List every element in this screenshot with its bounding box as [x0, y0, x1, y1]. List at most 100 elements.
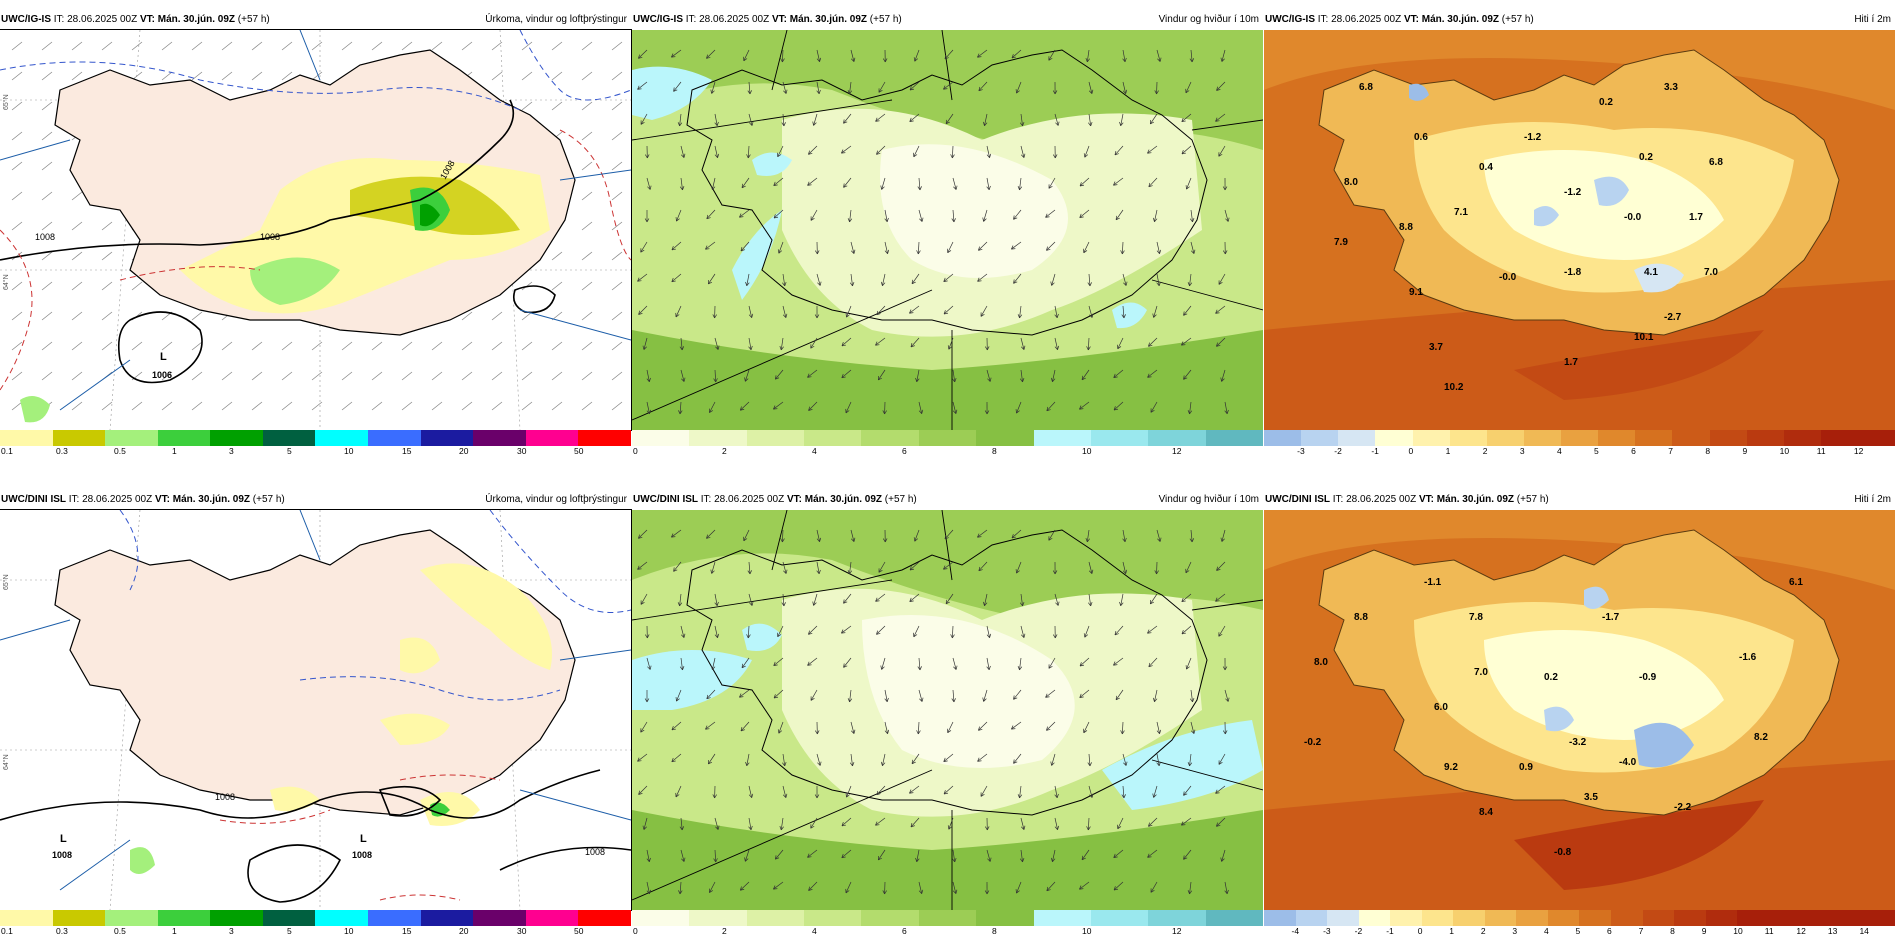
wind-arrow-head	[808, 889, 813, 891]
wind-arrow-head	[773, 664, 778, 666]
temp-map[interactable]: 6.8 0.6 -1.2 0.2 3.3 0.2 6.8 8.0 0.4 7.1 -1.2 -0.0 1…	[1264, 30, 1895, 430]
wind-arrow	[846, 305, 852, 318]
wind-arrow-head	[1187, 410, 1190, 415]
wind-arrow-head	[875, 600, 880, 602]
temp-map[interactable]: -1.1 6.1 8.8 7.8 -1.7 8.0 -1.6 7.0 0.2 -0.9 6.0 -0.…	[1264, 510, 1895, 910]
wind-arrow-head	[913, 57, 916, 62]
wind-arrow-head	[977, 536, 982, 538]
wind-arrow	[714, 817, 719, 830]
wind-arrow-head	[743, 538, 748, 542]
wind-barb	[341, 401, 353, 411]
wind-arrow	[850, 529, 855, 542]
legend-tick: 7	[1638, 926, 1644, 936]
wind-arrow-head	[943, 565, 946, 570]
model-name: UWC/IG-IS	[633, 14, 683, 25]
precip-legend-ticks: 0.1 0.3 0.5 1 3 5 10 15 20 30 50	[0, 446, 631, 456]
wind-arrow-head	[1079, 696, 1084, 698]
wind-arrow	[706, 529, 716, 539]
isobar-label: 1008	[352, 850, 372, 860]
wind-arrow-head	[1218, 633, 1223, 637]
wind-arrow-head	[810, 218, 815, 221]
wind-arrow	[917, 721, 920, 734]
wind-arrow	[1081, 369, 1090, 381]
wind-arrow	[816, 753, 821, 766]
wind-arrow	[1215, 593, 1226, 602]
wind-arrow-head	[671, 280, 676, 283]
wind-arrow	[841, 337, 852, 347]
wind-arrow	[884, 721, 888, 734]
wind-barb	[401, 401, 413, 411]
wind-arrow-head	[880, 665, 882, 670]
panel-precip-bottom: UWC/DINI ISL IT: 28.06.2025 00Z VT: Mán.…	[0, 492, 632, 942]
wind-arrow-head	[712, 666, 716, 670]
wind-map[interactable]	[632, 30, 1263, 430]
wind-arrow-head	[948, 826, 953, 830]
wind-barb	[221, 341, 233, 351]
wind-arrow	[1215, 305, 1226, 314]
wind-arrow-head	[1011, 54, 1014, 59]
legend-tick: 0	[633, 446, 638, 456]
wind-arrow	[773, 881, 784, 890]
wind-arrow-head	[646, 218, 650, 223]
wind-arrow-head	[880, 281, 883, 286]
wind-barb	[131, 281, 143, 291]
wind-arrow-head	[1224, 250, 1228, 255]
wind-arrow	[1216, 81, 1226, 91]
wind-arrow	[741, 177, 750, 189]
wind-barb	[581, 191, 593, 201]
wind-arrow-head	[671, 760, 676, 763]
wind-arrow-head	[846, 314, 850, 318]
wind-barb	[11, 221, 23, 231]
wind-arrow	[1011, 49, 1022, 59]
wind-barb	[611, 401, 623, 411]
wind-arrow	[1084, 625, 1090, 638]
wind-arrow	[910, 337, 920, 348]
wind-arrow	[943, 753, 954, 762]
wind-arrow-head	[1224, 890, 1228, 895]
wind-arrow	[945, 593, 954, 605]
wind-barb	[521, 401, 533, 411]
wind-barb	[41, 71, 53, 81]
wind-arrow-head	[1157, 538, 1161, 542]
wind-arrow-head	[1181, 120, 1186, 123]
wind-arrow	[680, 849, 685, 862]
legend-tick: 0.3	[56, 446, 68, 456]
wind-arrow-head	[717, 345, 720, 350]
wind-arrow-head	[813, 122, 817, 126]
wind-arrow-head	[1192, 698, 1195, 703]
wind-arrow	[813, 113, 818, 126]
wind-arrow-head	[978, 569, 983, 572]
wind-arrow	[1148, 657, 1158, 668]
wind-arrow-head	[710, 89, 713, 94]
wind-arrow	[1013, 209, 1022, 220]
precip-map[interactable]: L 1008 L 1008 1008 1008 65°N 64°N	[0, 509, 632, 911]
wind-arrow-head	[645, 154, 648, 159]
wind-arrow	[1114, 145, 1124, 156]
wind-arrow-head	[717, 633, 720, 638]
wind-arrow-head	[747, 570, 751, 575]
wind-arrow	[980, 785, 988, 797]
wind-arrow-head	[1020, 826, 1025, 830]
wind-map[interactable]	[632, 510, 1263, 910]
wind-arrow-head	[984, 122, 988, 126]
legend-tick: 0	[1417, 926, 1423, 936]
wind-arrow-head	[775, 857, 780, 860]
wind-arrow-head	[1056, 313, 1059, 318]
wind-arrow-head	[1016, 410, 1020, 414]
wind-arrow	[646, 369, 650, 382]
panel-precip-top: UWC/IG-IS IT: 28.06.2025 00Z VT: Mán. 30…	[0, 12, 632, 462]
wind-arrow-head	[1193, 729, 1196, 734]
wind-arrow-head	[744, 377, 746, 382]
wind-arrow-head	[947, 250, 952, 254]
precip-map[interactable]: L 1006 1008 1008 1008 65°N 64°N	[0, 29, 632, 431]
legend-tick: 6	[1631, 446, 1636, 456]
legend-tick: -1	[1386, 926, 1394, 936]
wind-arrow	[638, 785, 648, 795]
legend-tick: 10	[344, 926, 354, 936]
wind-arrow	[1020, 113, 1023, 126]
wind-arrow-head	[952, 858, 956, 863]
wind-arrow	[841, 817, 852, 827]
wind-arrow-head	[682, 666, 685, 671]
wind-arrow-head	[1148, 824, 1153, 827]
wind-barb	[41, 131, 53, 141]
